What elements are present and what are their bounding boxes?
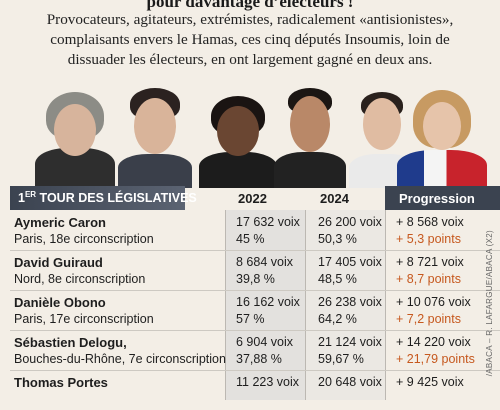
column-divider bbox=[225, 210, 226, 400]
column-divider bbox=[305, 210, 306, 400]
deputy-constituency: Bouches-du-Rhône, 7e circonscription bbox=[14, 352, 226, 366]
header-2022: 2022 bbox=[238, 191, 267, 206]
deputy-name: David Guiraud bbox=[14, 255, 103, 270]
votes-2022: 16 162 voix bbox=[236, 295, 300, 309]
percent-2024: 59,67 % bbox=[318, 352, 364, 366]
percent-2024: 50,3 % bbox=[318, 232, 357, 246]
votes-2022: 6 904 voix bbox=[236, 335, 293, 349]
results-table: 1ER TOUR DES LÉGISLATIVES 2022 2024 Prog… bbox=[0, 186, 500, 400]
deputy-name: Thomas Portes bbox=[14, 375, 108, 390]
table-row: Thomas Portes 11 223 voix 20 648 voix + … bbox=[0, 372, 500, 410]
deputy-constituency: Paris, 18e circonscription bbox=[14, 232, 154, 246]
votes-2024: 21 124 voix bbox=[318, 335, 382, 349]
percent-2022: 37,88 % bbox=[236, 352, 282, 366]
percent-2022: 57 % bbox=[236, 312, 265, 326]
vote-gain: + 10 076 voix bbox=[396, 295, 471, 309]
votes-2024: 26 238 voix bbox=[318, 295, 382, 309]
vote-gain: + 14 220 voix bbox=[396, 335, 471, 349]
deputy-constituency: Paris, 17e circonscription bbox=[14, 312, 154, 326]
table-row: Sébastien Delogu, Bouches-du-Rhône, 7e c… bbox=[0, 332, 500, 370]
votes-2022: 11 223 voix bbox=[236, 375, 300, 389]
column-2022-bg bbox=[225, 210, 305, 400]
table-row: David Guiraud Nord, 8e circonscription 8… bbox=[0, 252, 500, 290]
deputy-name: Danièle Obono bbox=[14, 295, 106, 310]
vote-gain: + 9 425 voix bbox=[396, 375, 464, 389]
header-first-round: 1ER TOUR DES LÉGISLATIVES bbox=[18, 190, 197, 206]
percent-2024: 48,5 % bbox=[318, 272, 357, 286]
intro-paragraph: Provocateurs, agitateurs, extrémistes, r… bbox=[46, 11, 454, 68]
vote-gain: + 8 568 voix bbox=[396, 215, 464, 229]
portrait-daniele-obono bbox=[195, 88, 280, 188]
votes-2024: 20 648 voix bbox=[318, 375, 382, 389]
portrait-deputy-sash bbox=[395, 88, 490, 188]
portrait-aymeric-caron bbox=[30, 88, 120, 188]
row-separator bbox=[10, 250, 500, 251]
deputy-name: Aymeric Caron bbox=[14, 215, 106, 230]
row-separator bbox=[10, 290, 500, 291]
column-divider bbox=[385, 210, 386, 400]
table-row: Danièle Obono Paris, 17e circonscription… bbox=[0, 292, 500, 330]
vote-gain: + 8 721 voix bbox=[396, 255, 464, 269]
deputy-constituency: Nord, 8e circonscription bbox=[14, 272, 146, 286]
column-2024-bg bbox=[305, 210, 385, 400]
header-2024: 2024 bbox=[320, 191, 349, 206]
portrait-sebastien-delogu bbox=[270, 88, 350, 188]
table-row: Aymeric Caron Paris, 18e circonscription… bbox=[0, 212, 500, 250]
votes-2022: 17 632 voix bbox=[236, 215, 300, 229]
votes-2024: 17 405 voix bbox=[318, 255, 382, 269]
percent-2022: 45 % bbox=[236, 232, 265, 246]
deputy-name: Sébastien Delogu, bbox=[14, 335, 127, 350]
points-gain: + 21,79 points bbox=[396, 352, 475, 366]
table-header: 1ER TOUR DES LÉGISLATIVES 2022 2024 Prog… bbox=[0, 186, 500, 210]
votes-2024: 26 200 voix bbox=[318, 215, 382, 229]
row-separator bbox=[10, 330, 500, 331]
photo-credit: /ABACA – R. LAFARGUE/ABACA (X2) bbox=[485, 230, 494, 377]
row-separator bbox=[10, 370, 500, 371]
percent-2022: 39,8 % bbox=[236, 272, 275, 286]
portrait-david-guiraud bbox=[112, 88, 197, 188]
header-progression: Progression bbox=[385, 186, 500, 210]
points-gain: + 5,3 points bbox=[396, 232, 461, 246]
votes-2022: 8 684 voix bbox=[236, 255, 293, 269]
points-gain: + 7,2 points bbox=[396, 312, 461, 326]
headline-fragment: pour davantage d’électeurs ! bbox=[146, 0, 354, 11]
header-band bbox=[10, 186, 185, 210]
percent-2024: 64,2 % bbox=[318, 312, 357, 326]
points-gain: + 8,7 points bbox=[396, 272, 461, 286]
deputies-photo-strip bbox=[0, 88, 500, 188]
